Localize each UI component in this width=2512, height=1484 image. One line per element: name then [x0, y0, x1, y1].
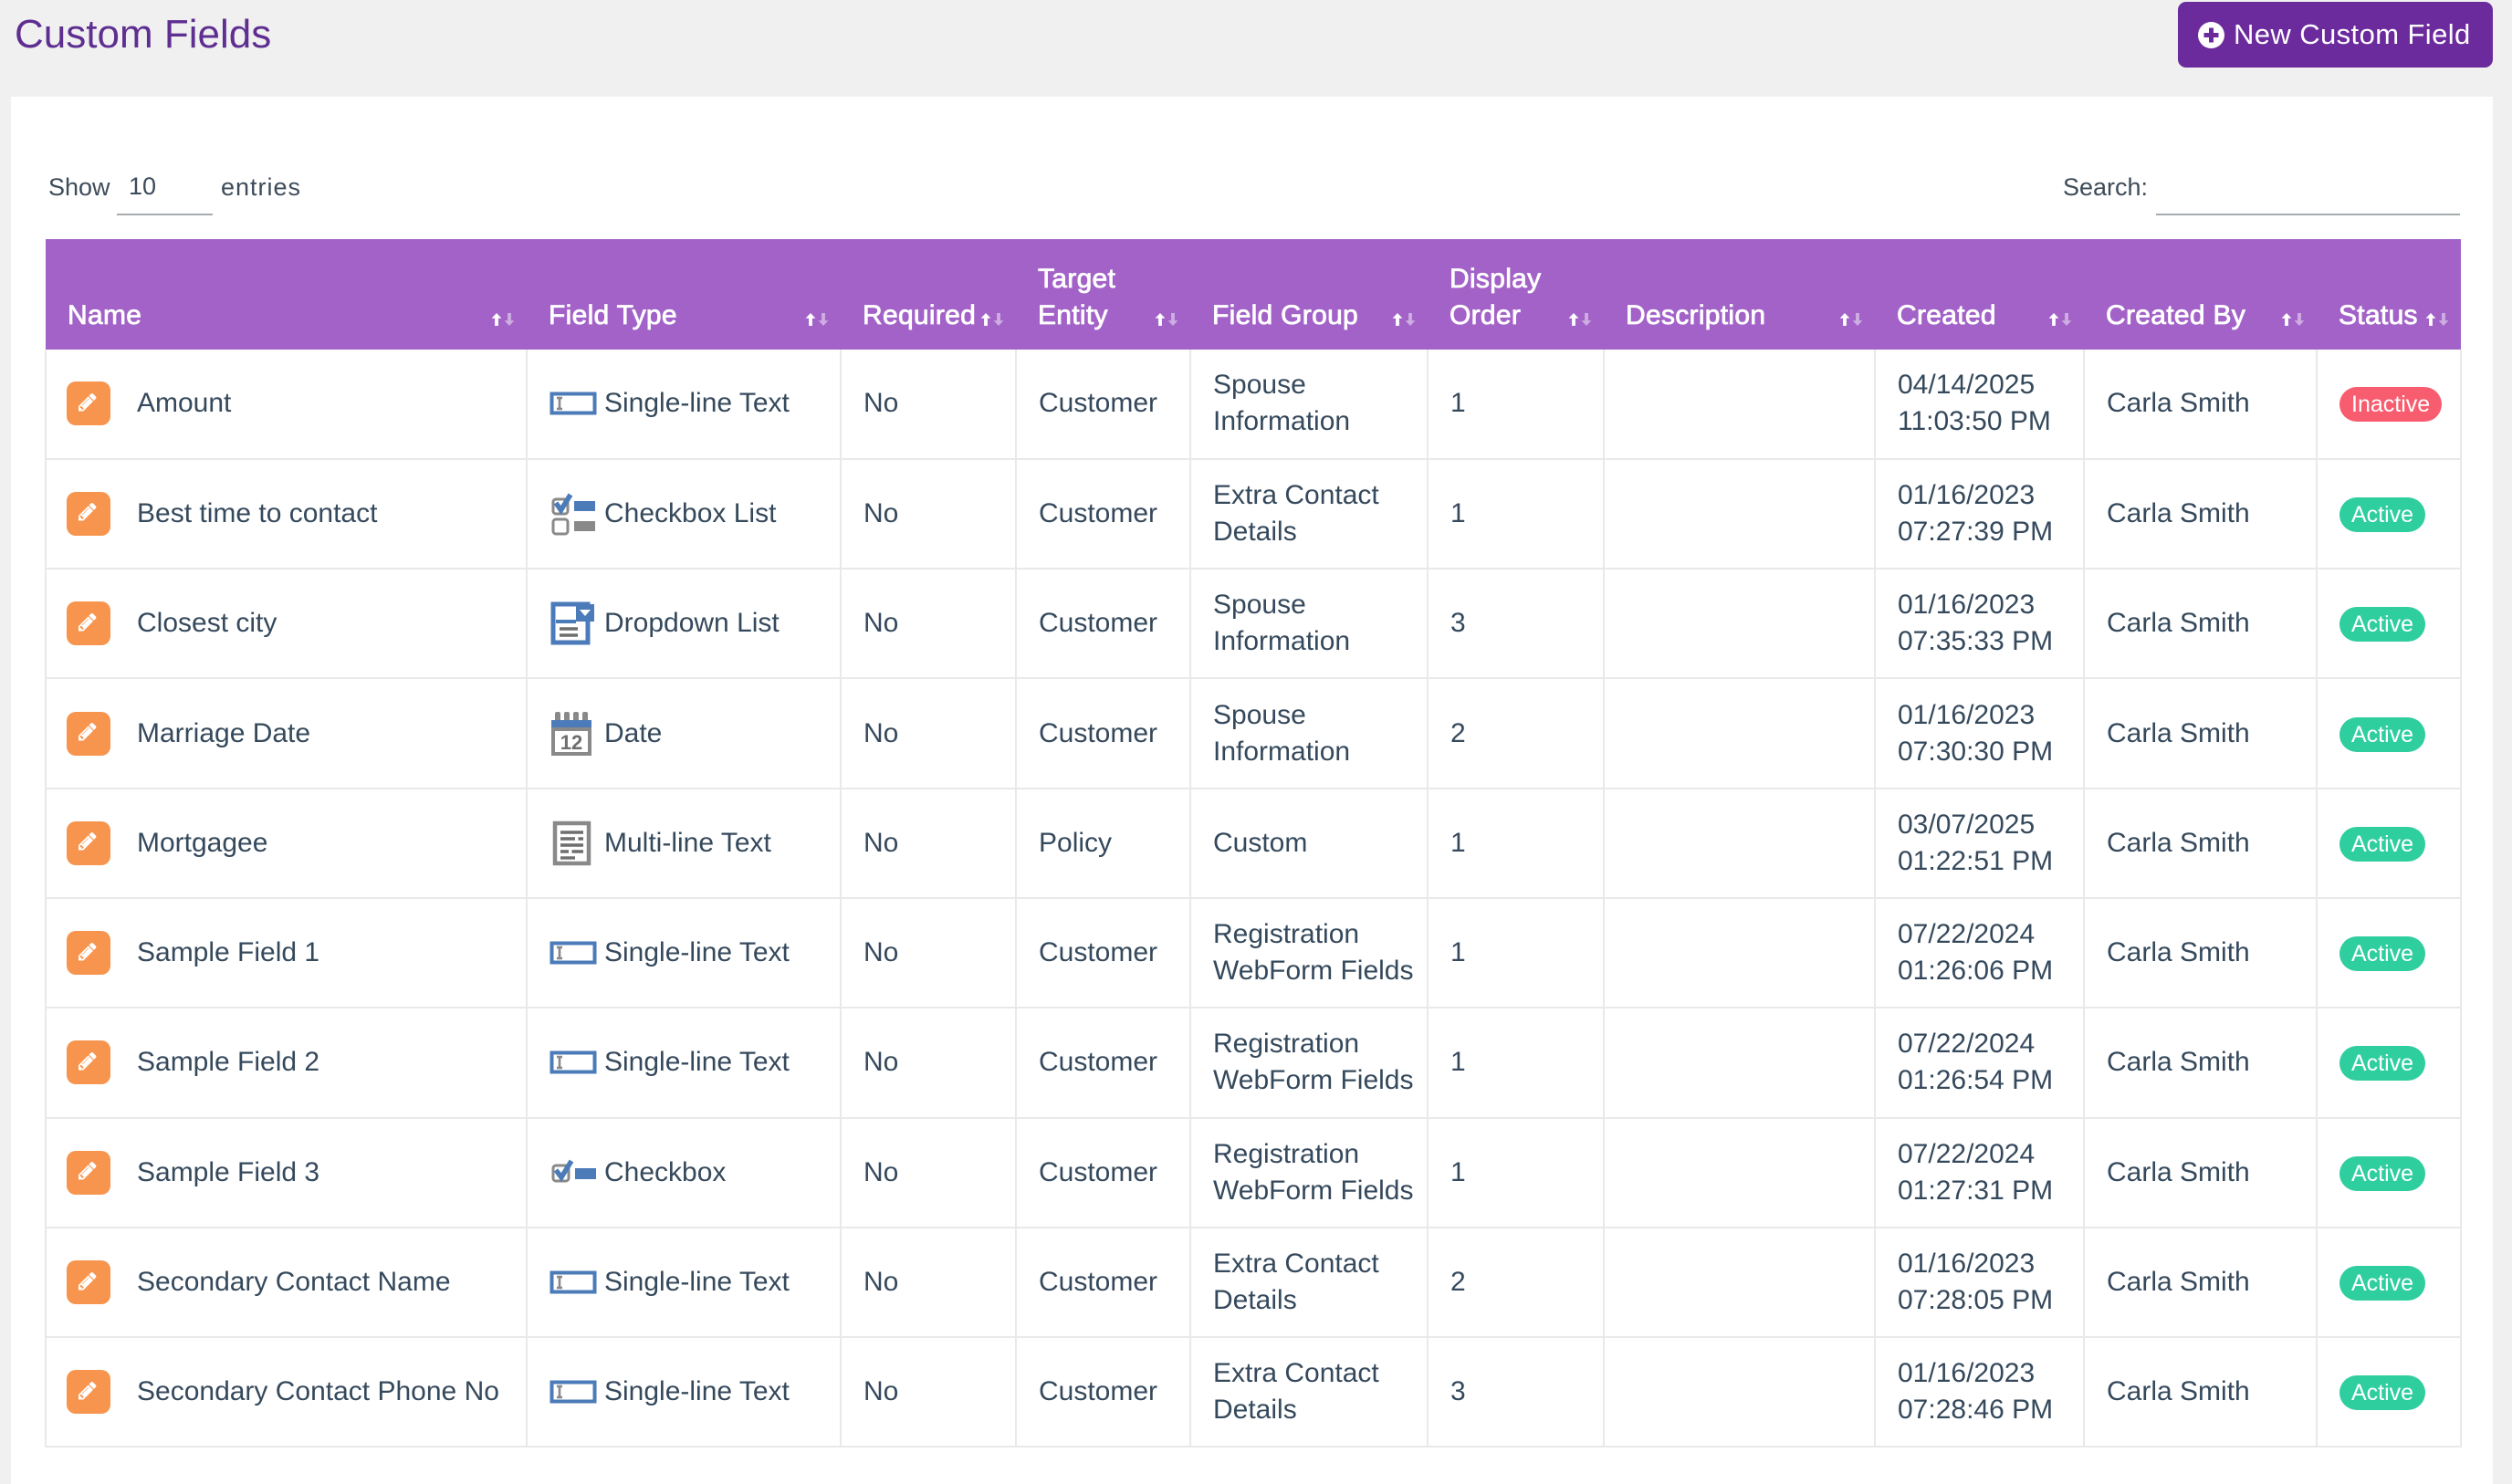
svg-text:12: 12 — [560, 731, 582, 754]
